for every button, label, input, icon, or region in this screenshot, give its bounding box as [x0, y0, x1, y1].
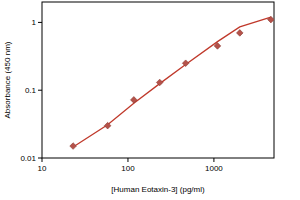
x-tick: [213, 158, 214, 162]
x-axis-title: [Human Eotaxin-3] (pg/ml): [111, 185, 205, 194]
x-tick-label: 10: [38, 164, 47, 173]
y-tick: [38, 158, 42, 159]
x-tick: [42, 158, 43, 162]
y-tick-label: 1: [32, 18, 37, 27]
fit-line: [73, 17, 271, 147]
data-point: [236, 30, 243, 37]
data-point: [156, 79, 163, 86]
y-tick: [38, 22, 42, 23]
chart: 10 100 1000 0.01 0.1 1 [Human Eotaxin-3] (pg/m…: [0, 0, 300, 200]
y-tick-label: 0.1: [25, 86, 37, 95]
data-point: [214, 43, 221, 50]
x-tick-label: 1000: [205, 164, 223, 173]
plot-marks: [70, 16, 274, 149]
plot-frame: [42, 2, 274, 158]
y-tick-label: 0.01: [20, 154, 36, 163]
data-point: [104, 122, 111, 129]
x-tick: [127, 158, 128, 162]
data-point: [182, 60, 189, 67]
data-point: [131, 97, 138, 104]
y-tick: [38, 90, 42, 91]
x-tick-label: 100: [121, 164, 135, 173]
data-point: [268, 16, 274, 23]
y-axis-title: Absorbance (450 nm): [3, 41, 12, 118]
data-point: [70, 143, 77, 150]
